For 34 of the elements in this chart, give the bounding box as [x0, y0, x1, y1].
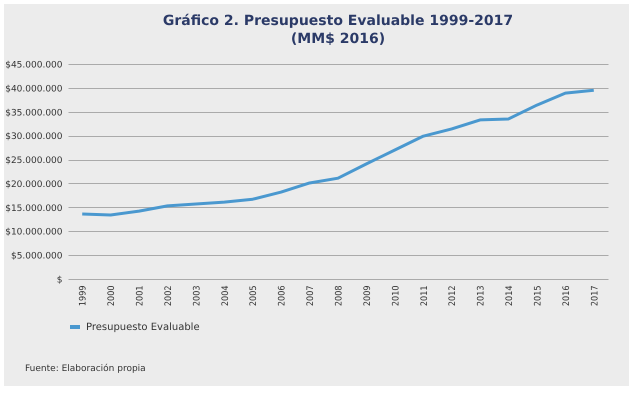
x-tick-label: 2014 [505, 286, 516, 306]
x-tick-label: 2017 [590, 286, 600, 306]
y-tick-label: $ [56, 276, 62, 286]
y-tick-label: $5.000.000 [10, 252, 63, 262]
chart-title: Gráfico 2. Presupuesto Evaluable 1999-2017 [162, 13, 514, 29]
x-tick-label: 2008 [334, 286, 344, 306]
y-tick-label: $45.000.000 [5, 60, 63, 70]
x-tick-label: 2001 [136, 286, 146, 306]
x-tick-label: 2010 [391, 286, 402, 306]
chart-subtitle: (MM$ 2016) [290, 31, 386, 47]
x-tick-label: 2006 [278, 286, 288, 306]
y-tick-label: $40.000.000 [5, 84, 63, 94]
x-tick-label: 2013 [476, 286, 487, 306]
x-tick-label: 2016 [562, 286, 572, 306]
y-tick-label: $20.000.000 [5, 180, 63, 190]
y-tick-label: $35.000.000 [5, 108, 63, 118]
y-tick-label: $15.000.000 [5, 204, 63, 214]
x-tick-label: 2000 [107, 286, 118, 306]
x-tick-label: 2003 [192, 286, 202, 306]
x-tick-label: 2007 [306, 286, 316, 306]
x-tick-label: 2004 [220, 286, 231, 306]
line-series [80, 88, 596, 216]
x-tick-label: 2012 [448, 286, 458, 306]
y-tick-label: $30.000.000 [5, 132, 63, 142]
y-tick-label: $25.000.000 [5, 156, 63, 166]
source-note: Fuente: Elaboración propia [25, 364, 146, 374]
x-tick-label: 2002 [164, 286, 174, 306]
y-tick-label: $10.000.000 [5, 228, 63, 238]
x-tick-label: 2005 [249, 286, 260, 306]
x-tick-label: 2015 [533, 286, 544, 306]
x-tick-label: 2009 [362, 286, 373, 306]
x-tick-label: 1999 [78, 286, 89, 306]
x-tick-label: 2011 [420, 286, 430, 306]
legend-label: Presupuesto Evaluable [86, 322, 200, 333]
